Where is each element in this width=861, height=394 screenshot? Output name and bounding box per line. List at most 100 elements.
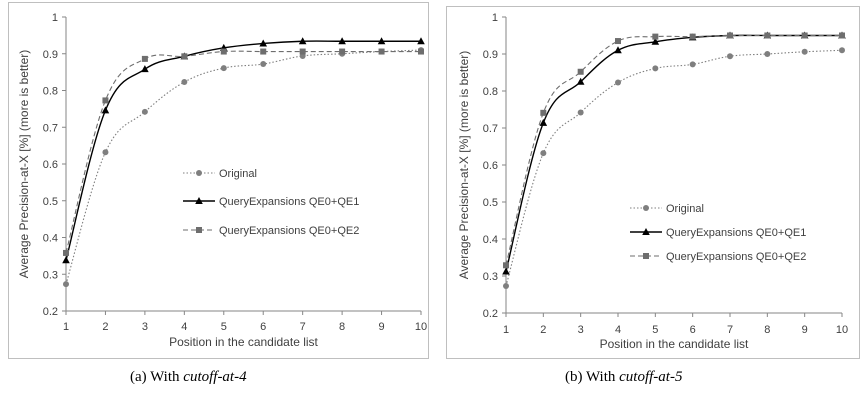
data-point <box>615 79 621 86</box>
data-point <box>689 61 696 68</box>
data-point <box>299 48 306 55</box>
y-tick-label: 0.8 <box>43 86 58 98</box>
caption-b-label: (b) With <box>565 369 616 385</box>
data-point <box>181 53 188 60</box>
data-point <box>220 65 227 72</box>
data-point <box>502 267 510 275</box>
data-point <box>417 37 425 45</box>
data-point <box>259 39 268 47</box>
x-tick-label: 7 <box>300 321 306 333</box>
legend-marker <box>196 170 202 176</box>
legend-marker <box>196 227 202 233</box>
data-point <box>539 118 548 126</box>
legend-label: QueryExpansions QE0+QE2 <box>219 225 359 237</box>
y-tick-label: 0.7 <box>43 122 58 134</box>
data-point <box>378 48 385 55</box>
data-point <box>141 108 148 115</box>
y-tick-label: 0.4 <box>43 233 58 245</box>
data-point <box>101 106 110 114</box>
y-tick-label: 1 <box>492 12 498 24</box>
series-3 <box>63 48 424 256</box>
x-tick-label: 2 <box>102 321 108 333</box>
x-tick-label: 10 <box>836 324 848 336</box>
data-point <box>63 249 69 256</box>
y-tick-label: 0.6 <box>483 160 498 172</box>
x-tick-label: 8 <box>339 321 345 333</box>
legend-entry: Original <box>183 168 257 180</box>
x-tick-label: 6 <box>690 324 696 336</box>
legend-entry: QueryExpansions QE0+QE1 <box>630 227 806 239</box>
legend-label: Original <box>666 203 704 215</box>
x-tick-label: 4 <box>181 321 187 333</box>
x-tick-label: 2 <box>540 324 546 336</box>
data-point <box>338 37 346 45</box>
y-tick-label: 0.9 <box>483 49 498 61</box>
legend-marker <box>195 197 203 204</box>
x-tick-label: 9 <box>802 324 808 336</box>
data-point <box>102 149 109 156</box>
x-tick-label: 9 <box>378 321 384 333</box>
data-point <box>62 256 70 264</box>
y-axis-label: Average Precision-at-X [%] (more is bett… <box>457 51 471 280</box>
legend-entry: Original <box>630 203 704 215</box>
data-point <box>839 47 845 54</box>
data-point <box>801 32 808 39</box>
legend-label: Original <box>219 168 257 180</box>
series-3 <box>503 32 845 269</box>
data-point <box>220 48 227 55</box>
series-line <box>65 49 422 285</box>
data-point <box>102 97 109 104</box>
series-2 <box>62 37 425 264</box>
caption-a-italic: cutoff-at-4 <box>183 369 247 385</box>
y-tick-label: 0.4 <box>483 234 498 246</box>
x-tick-label: 8 <box>764 324 770 336</box>
y-tick-label: 0.2 <box>43 306 58 318</box>
data-point <box>839 32 845 39</box>
chart-a: 0.2 0.3 0.4 0.5 0.6 0.7 0.8 0.9 1 1 2 3 4 5 6 7 8 9 10 Posi… <box>8 2 429 359</box>
y-tick-label: 0.8 <box>483 86 498 98</box>
y-tick-label: 0.9 <box>43 49 58 61</box>
data-point <box>540 150 547 157</box>
data-point <box>614 46 622 54</box>
legend-entry: QueryExpansions QE0+QE2 <box>630 251 806 263</box>
y-tick-label: 0.6 <box>43 159 58 171</box>
data-point <box>764 32 771 39</box>
data-point <box>615 38 621 45</box>
caption-b-italic: cutoff-at-5 <box>619 369 683 385</box>
data-point <box>801 48 808 55</box>
data-point <box>727 32 733 39</box>
y-tick-label: 0.3 <box>483 271 498 283</box>
x-tick-label: 1 <box>63 321 69 333</box>
chart-panel-b: 0.2 0.3 0.4 0.5 0.6 0.7 0.8 0.9 1 1 2 3 4 5 6 7 8 9 10 Posi… <box>440 0 861 360</box>
y-tick-label: 0.5 <box>43 196 58 208</box>
data-point <box>577 68 584 75</box>
data-point <box>141 65 149 73</box>
y-tick-label: 1 <box>52 12 58 24</box>
data-point <box>651 37 660 45</box>
legend-label: QueryExpansions QE0+QE2 <box>666 251 806 263</box>
x-tick-label: 7 <box>727 324 733 336</box>
x-tick-label: 6 <box>260 321 266 333</box>
series-1 <box>503 47 845 289</box>
y-tick-label: 0.7 <box>483 123 498 135</box>
chart-panel-a: 0.2 0.3 0.4 0.5 0.6 0.7 0.8 0.9 1 1 2 3 4 5 6 7 8 9 10 Posi… <box>0 0 430 360</box>
x-axis-label: Position in the candidate list <box>600 337 749 351</box>
legend-marker <box>643 205 649 211</box>
chart-frame <box>446 6 860 359</box>
y-tick-label: 0.5 <box>483 197 498 209</box>
x-tick-label: 10 <box>415 321 427 333</box>
legend-label: QueryExpansions QE0+QE1 <box>666 227 806 239</box>
data-point <box>727 53 733 60</box>
caption-a-label: (a) With <box>130 369 180 385</box>
data-point <box>298 37 307 45</box>
x-tick-label: 3 <box>142 321 148 333</box>
data-point <box>503 262 509 269</box>
x-tick-label: 3 <box>578 324 584 336</box>
data-point <box>260 48 267 55</box>
data-point <box>141 55 148 62</box>
legend-marker <box>642 228 650 235</box>
y-tick-label: 0.2 <box>483 308 498 320</box>
data-point <box>652 33 659 40</box>
data-point <box>418 48 424 55</box>
chart-b: 0.2 0.3 0.4 0.5 0.6 0.7 0.8 0.9 1 1 2 3 4 5 6 7 8 9 10 Posi… <box>446 6 860 359</box>
